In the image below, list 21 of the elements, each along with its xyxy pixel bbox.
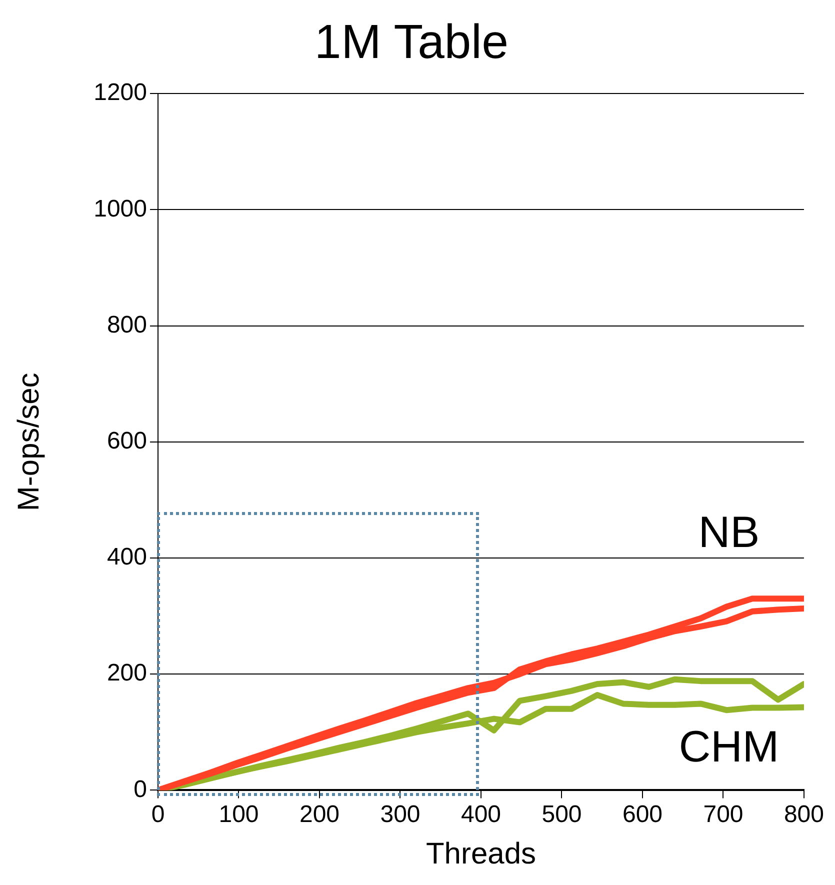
x-tick-label: 600	[622, 801, 663, 828]
y-tick-label: 1000	[94, 195, 147, 222]
x-tick-label: 200	[299, 801, 340, 828]
x-tick-label: 700	[703, 801, 744, 828]
y-tick-label: 1200	[94, 79, 147, 106]
series-label: NB	[698, 508, 760, 557]
x-tick-label: 400	[460, 801, 502, 828]
y-tick-label: 0	[134, 776, 147, 803]
x-tick-label: 500	[542, 801, 582, 828]
x-tick-label: 300	[380, 801, 420, 828]
x-tick-label: 0	[151, 801, 165, 828]
y-tick-label: 400	[106, 544, 147, 571]
y-tick-label: 600	[106, 428, 147, 455]
chart-title: 1M Table	[314, 16, 508, 70]
y-tick-label: 200	[106, 660, 147, 687]
x-tick-label: 100	[218, 801, 259, 828]
x-axis-title: Threads	[426, 837, 536, 870]
y-tick-label: 800	[106, 311, 147, 338]
y-axis-title: M-ops/sec	[12, 372, 46, 512]
x-tick-label: 800	[784, 801, 824, 828]
series-label: CHM	[678, 722, 780, 772]
